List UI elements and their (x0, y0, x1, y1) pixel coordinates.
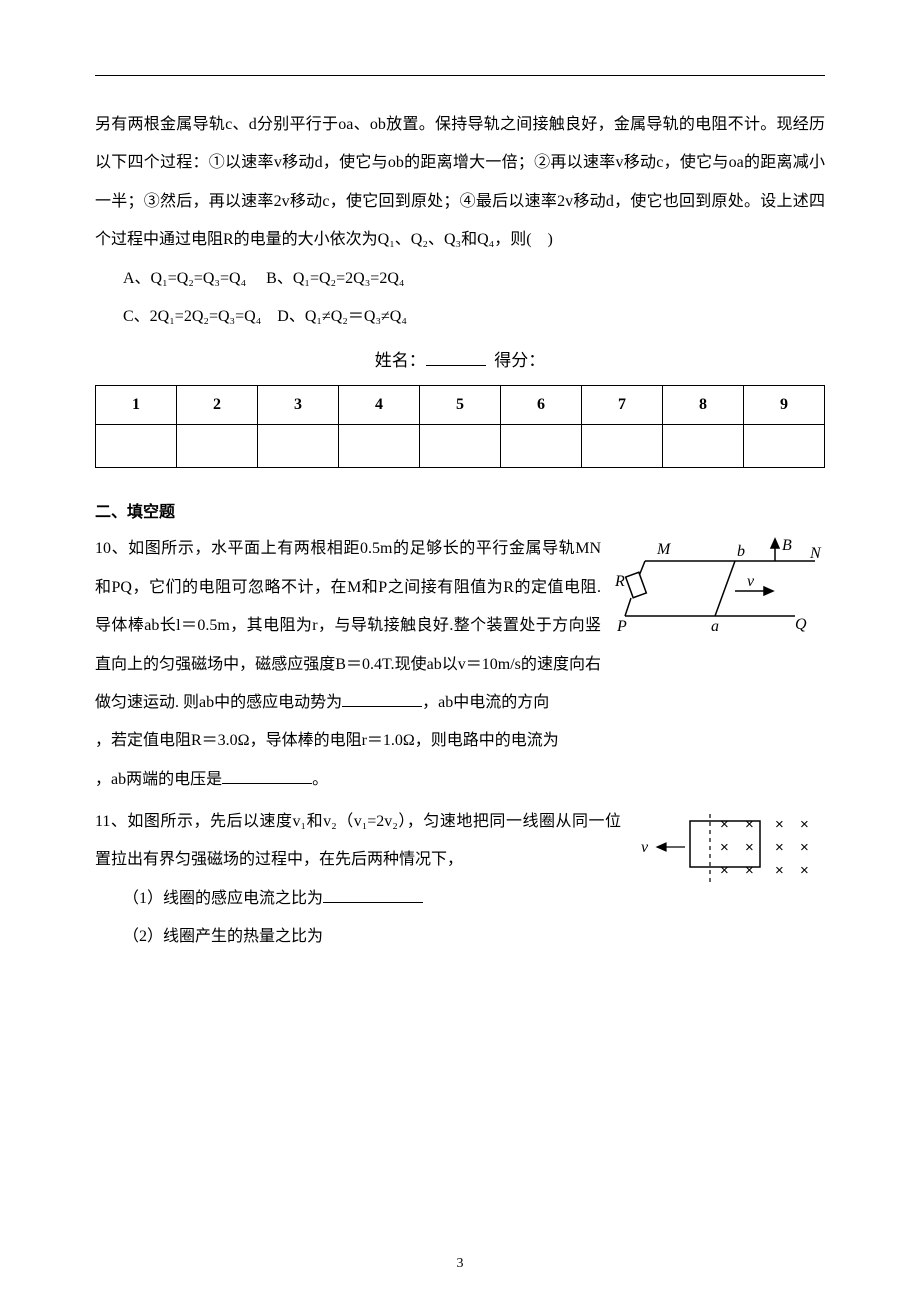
fig10-Q: Q (795, 616, 807, 633)
svg-text:×: × (720, 839, 729, 856)
svg-text:×: × (800, 816, 809, 833)
section-2-title: 二、填空题 (95, 498, 825, 522)
name-score-line: 姓名： 得分： (95, 346, 825, 371)
fig10-B: B (782, 537, 792, 554)
option-c: C、2Q₁=2Q₂=Q₃=Q₄ (123, 308, 261, 325)
name-label: 姓名： (375, 351, 426, 370)
fig10-b: b (737, 543, 745, 560)
q10-b: ，ab中电流的方向 (422, 694, 549, 711)
fig10-a: a (711, 618, 719, 635)
q10-c: ，若定值电阻R＝3.0Ω，导体棒的电阻r＝1.0Ω，则电路中的电流为 (95, 732, 559, 749)
svg-text:×: × (745, 862, 754, 879)
svg-text:×: × (775, 862, 784, 879)
q11-sub2: （2）线圈产生的热量之比为 (95, 918, 825, 956)
options-row2: C、2Q₁=2Q₂=Q₃=Q₄ D、Q₁≠Q₂＝Q₃≠Q₄ (95, 298, 825, 336)
svg-text:×: × (745, 816, 754, 833)
answer-table-header-row: 1 2 3 4 5 6 7 8 9 (96, 386, 825, 425)
question-10: M N P Q R a b B v 10、如图所示，水平面上有两根相距0.5m的… (95, 530, 825, 799)
q11-2: （2）线圈产生的热量之比为 (123, 928, 323, 945)
cell-7 (582, 425, 663, 468)
q10-a: 10、如图所示，水平面上有两根相距0.5m的足够长的平行金属导轨MN和PQ，它们… (95, 540, 601, 711)
cell-8 (663, 425, 744, 468)
cell-2 (177, 425, 258, 468)
answer-table-blank-row (96, 425, 825, 468)
figure-10: M N P Q R a b B v (615, 536, 825, 641)
q11-blank1 (323, 886, 423, 903)
score-label: 得分： (494, 351, 545, 370)
svg-text:×: × (745, 839, 754, 856)
fig10-v: v (747, 573, 755, 590)
fig11-v: v (641, 839, 649, 856)
cell-3 (258, 425, 339, 468)
options-row1: A、Q₁=Q₂=Q₃=Q₄ B、Q₁=Q₂=2Q₃=2Q₄ (95, 260, 825, 298)
cell-1 (96, 425, 177, 468)
th-7: 7 (582, 386, 663, 425)
cell-6 (501, 425, 582, 468)
svg-text:×: × (800, 839, 809, 856)
svg-text:×: × (775, 816, 784, 833)
figure-11: × × × × × × × × × × × × v (635, 809, 825, 894)
name-blank (426, 347, 486, 367)
fig10-R: R (615, 573, 625, 590)
question-11: × × × × × × × × × × × × v 11、如图所示，先后以速度v₁和v₂（v₁=2… (95, 803, 825, 957)
cell-4 (339, 425, 420, 468)
th-2: 2 (177, 386, 258, 425)
svg-text:×: × (720, 816, 729, 833)
fig10-M: M (656, 541, 672, 558)
figure-10-svg: M N P Q R a b B v (615, 536, 825, 636)
para1-text: 另有两根金属导轨c、d分别平行于oa、ob放置。保持导轨之间接触良好，金属导轨的… (95, 116, 825, 248)
option-d: D、Q₁≠Q₂＝Q₃≠Q₄ (277, 308, 407, 325)
q11-a: 11、如图所示，先后以速度v₁和v₂（v₁=2v₂），匀速地把同一线圈从同一位置… (95, 813, 621, 868)
page: 另有两根金属导轨c、d分别平行于oa、ob放置。保持导轨之间接触良好，金属导轨的… (0, 0, 920, 1302)
svg-text:×: × (775, 839, 784, 856)
q11-1: （1）线圈的感应电流之比为 (123, 890, 323, 907)
q10-d: ，ab两端的电压是 (95, 771, 222, 788)
figure-11-svg: × × × × × × × × × × × × v (635, 809, 825, 889)
option-b: B、Q₁=Q₂=2Q₃=2Q₄ (266, 270, 404, 287)
th-3: 3 (258, 386, 339, 425)
answer-table: 1 2 3 4 5 6 7 8 9 (95, 385, 825, 468)
cell-9 (744, 425, 825, 468)
th-8: 8 (663, 386, 744, 425)
svg-text:×: × (720, 862, 729, 879)
th-6: 6 (501, 386, 582, 425)
th-5: 5 (420, 386, 501, 425)
page-number: 3 (0, 1256, 920, 1272)
q10-blank2 (222, 767, 312, 784)
q10-e: 。 (312, 771, 328, 788)
th-9: 9 (744, 386, 825, 425)
th-4: 4 (339, 386, 420, 425)
fig10-N: N (809, 545, 822, 562)
svg-text:×: × (800, 862, 809, 879)
problem-continuation: 另有两根金属导轨c、d分别平行于oa、ob放置。保持导轨之间接触良好，金属导轨的… (95, 106, 825, 260)
option-a: A、Q₁=Q₂=Q₃=Q₄ (123, 270, 246, 287)
top-rule (95, 75, 825, 76)
q10-blank1 (342, 690, 422, 707)
cell-5 (420, 425, 501, 468)
fig10-P: P (616, 618, 627, 635)
th-1: 1 (96, 386, 177, 425)
